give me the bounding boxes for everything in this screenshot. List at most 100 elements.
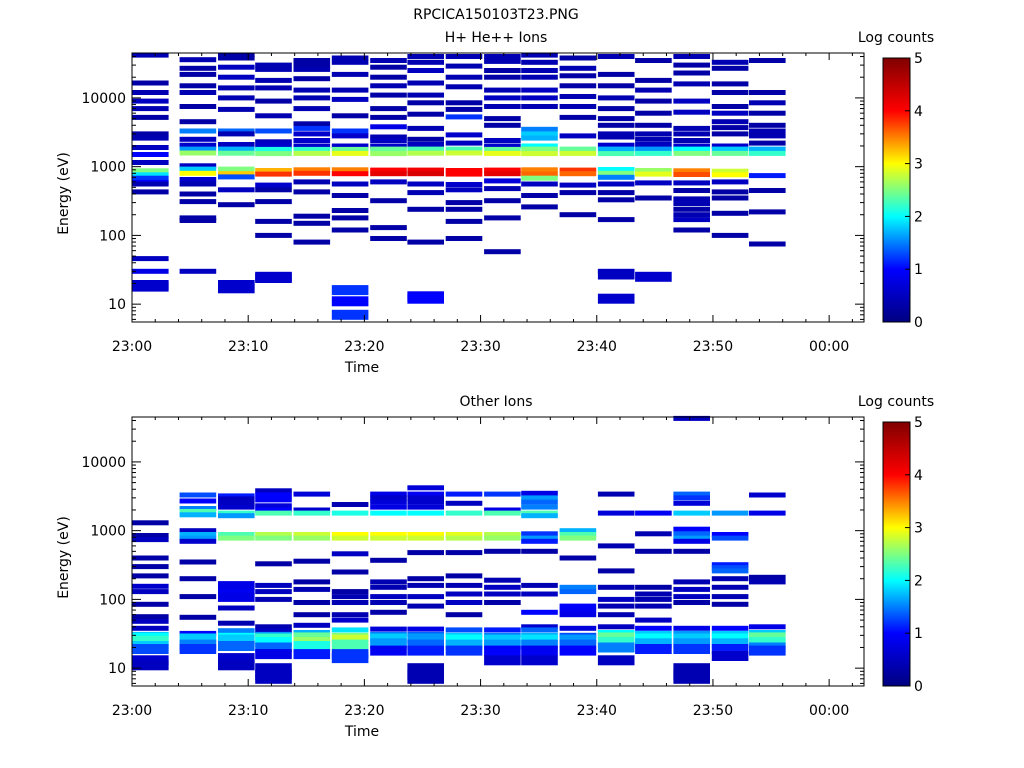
spectrogram-cell bbox=[597, 217, 635, 223]
spectrogram-cell bbox=[218, 532, 255, 537]
spectrogram-cell bbox=[293, 507, 331, 513]
spectrogram-cell bbox=[559, 150, 597, 156]
spectrogram-cell bbox=[521, 627, 558, 633]
spectrogram-cell bbox=[597, 134, 635, 140]
spectrogram-cell bbox=[673, 172, 710, 177]
spectrogram-cell bbox=[407, 639, 444, 650]
spectrogram-cell bbox=[218, 131, 255, 137]
spectrogram-cell bbox=[484, 167, 521, 173]
spectrogram-cell bbox=[673, 548, 710, 554]
spectrogram-cell bbox=[370, 146, 407, 152]
x-tick-label: 00:00 bbox=[809, 703, 849, 719]
spectrogram-cell bbox=[673, 131, 710, 137]
spectrogram-cell bbox=[635, 644, 672, 654]
spectrogram-cell bbox=[635, 58, 672, 63]
spectrogram-cell bbox=[132, 635, 169, 646]
spectrogram-cell bbox=[370, 106, 407, 112]
spectrogram-cell bbox=[331, 502, 369, 507]
spectrogram-cell bbox=[711, 565, 749, 571]
spectrogram-cell bbox=[331, 208, 369, 213]
spectrogram-cell bbox=[255, 168, 292, 173]
spectrogram-cell bbox=[132, 614, 169, 620]
spectrogram-cell bbox=[218, 605, 255, 611]
spectrogram-cell bbox=[559, 532, 597, 537]
spectrogram-cell bbox=[370, 92, 407, 98]
spectrogram-cell bbox=[179, 83, 217, 89]
spectrogram-cell bbox=[521, 151, 558, 157]
spectrogram-cell bbox=[521, 645, 558, 656]
spectrogram-cell bbox=[445, 100, 483, 106]
spectrogram-cell bbox=[484, 58, 521, 64]
spectrogram-cell bbox=[673, 81, 710, 87]
spectrogram-cell bbox=[484, 104, 521, 109]
spectrogram-cell bbox=[132, 80, 169, 86]
spectrogram-cell bbox=[673, 625, 710, 631]
spectrogram-cell bbox=[484, 143, 521, 149]
spectrogram-cell bbox=[179, 268, 217, 274]
spectrogram-cell bbox=[255, 589, 292, 595]
spectrogram-cell bbox=[407, 532, 444, 537]
spectrogram-cell bbox=[673, 212, 710, 218]
spectrogram-cell bbox=[749, 133, 786, 139]
spectrogram-cell bbox=[370, 124, 407, 130]
spectrogram-cell bbox=[711, 150, 749, 156]
spectrogram-cell bbox=[293, 579, 331, 585]
spectrogram-cell bbox=[370, 504, 407, 510]
x-tick-label: 23:00 bbox=[112, 339, 152, 355]
spectrogram-cell bbox=[635, 131, 672, 137]
spectrogram-cell bbox=[331, 551, 369, 557]
x-tick-label: 23:30 bbox=[460, 339, 500, 355]
spectrogram-cell bbox=[179, 506, 217, 511]
spectrogram-cell bbox=[331, 150, 369, 156]
y-tick-label: 10 bbox=[108, 661, 126, 677]
spectrogram-cell bbox=[370, 198, 407, 204]
spectrogram-cell bbox=[179, 65, 217, 71]
spectrogram-cell bbox=[255, 113, 292, 119]
spectrogram-cell bbox=[445, 591, 483, 597]
spectrogram-cell bbox=[749, 122, 786, 128]
spectrogram-cell bbox=[132, 152, 169, 157]
spectrogram-cell bbox=[331, 227, 369, 233]
spectrogram-cell bbox=[218, 64, 255, 70]
spectrogram-cell bbox=[597, 71, 635, 77]
spectrogram-cell bbox=[635, 625, 672, 631]
spectrogram-cell bbox=[331, 55, 369, 61]
spectrogram-cell bbox=[293, 491, 331, 497]
spectrogram-cell bbox=[635, 630, 672, 636]
spectrogram-cell bbox=[635, 591, 672, 597]
spectrogram-cell bbox=[331, 296, 369, 307]
x-axis-label: Time bbox=[344, 360, 379, 376]
spectrogram-cell bbox=[559, 182, 597, 188]
spectrogram-cell bbox=[370, 83, 407, 89]
spectrogram-cell bbox=[179, 119, 217, 125]
spectrogram-cell bbox=[179, 71, 217, 77]
spectrogram-cell bbox=[711, 125, 749, 131]
spectrogram-cell bbox=[255, 218, 292, 224]
spectrogram-cell bbox=[711, 110, 749, 116]
spectrogram-cell bbox=[331, 617, 369, 623]
y-tick-label: 100 bbox=[99, 592, 126, 608]
spectrogram-cell bbox=[597, 122, 635, 128]
spectrogram-cell bbox=[132, 52, 169, 58]
spectrogram-cell bbox=[597, 106, 635, 112]
spectrogram-cell bbox=[484, 491, 521, 497]
spectrogram-cell bbox=[407, 663, 444, 674]
spectrogram-cell bbox=[484, 584, 521, 590]
spectrogram-cell bbox=[370, 491, 407, 497]
spectrogram-cell bbox=[407, 293, 444, 304]
spectrogram-cell bbox=[673, 188, 710, 193]
spectrogram-cell bbox=[132, 625, 169, 631]
spectrogram-cell bbox=[749, 645, 786, 656]
spectrogram-cell bbox=[673, 206, 710, 212]
colorbar-label: Log counts bbox=[858, 30, 934, 46]
spectrogram-cell bbox=[673, 125, 710, 131]
spectrogram-cell bbox=[597, 151, 635, 157]
spectrogram-cell bbox=[370, 114, 407, 120]
spectrogram-cell bbox=[673, 146, 710, 152]
spectrogram-cell bbox=[293, 170, 331, 176]
spectrogram-cell bbox=[331, 510, 369, 516]
spectrogram-cell bbox=[673, 663, 710, 674]
spectrogram-cell bbox=[711, 195, 749, 201]
spectrogram-cell bbox=[370, 532, 407, 537]
spectrogram-cell bbox=[597, 116, 635, 122]
